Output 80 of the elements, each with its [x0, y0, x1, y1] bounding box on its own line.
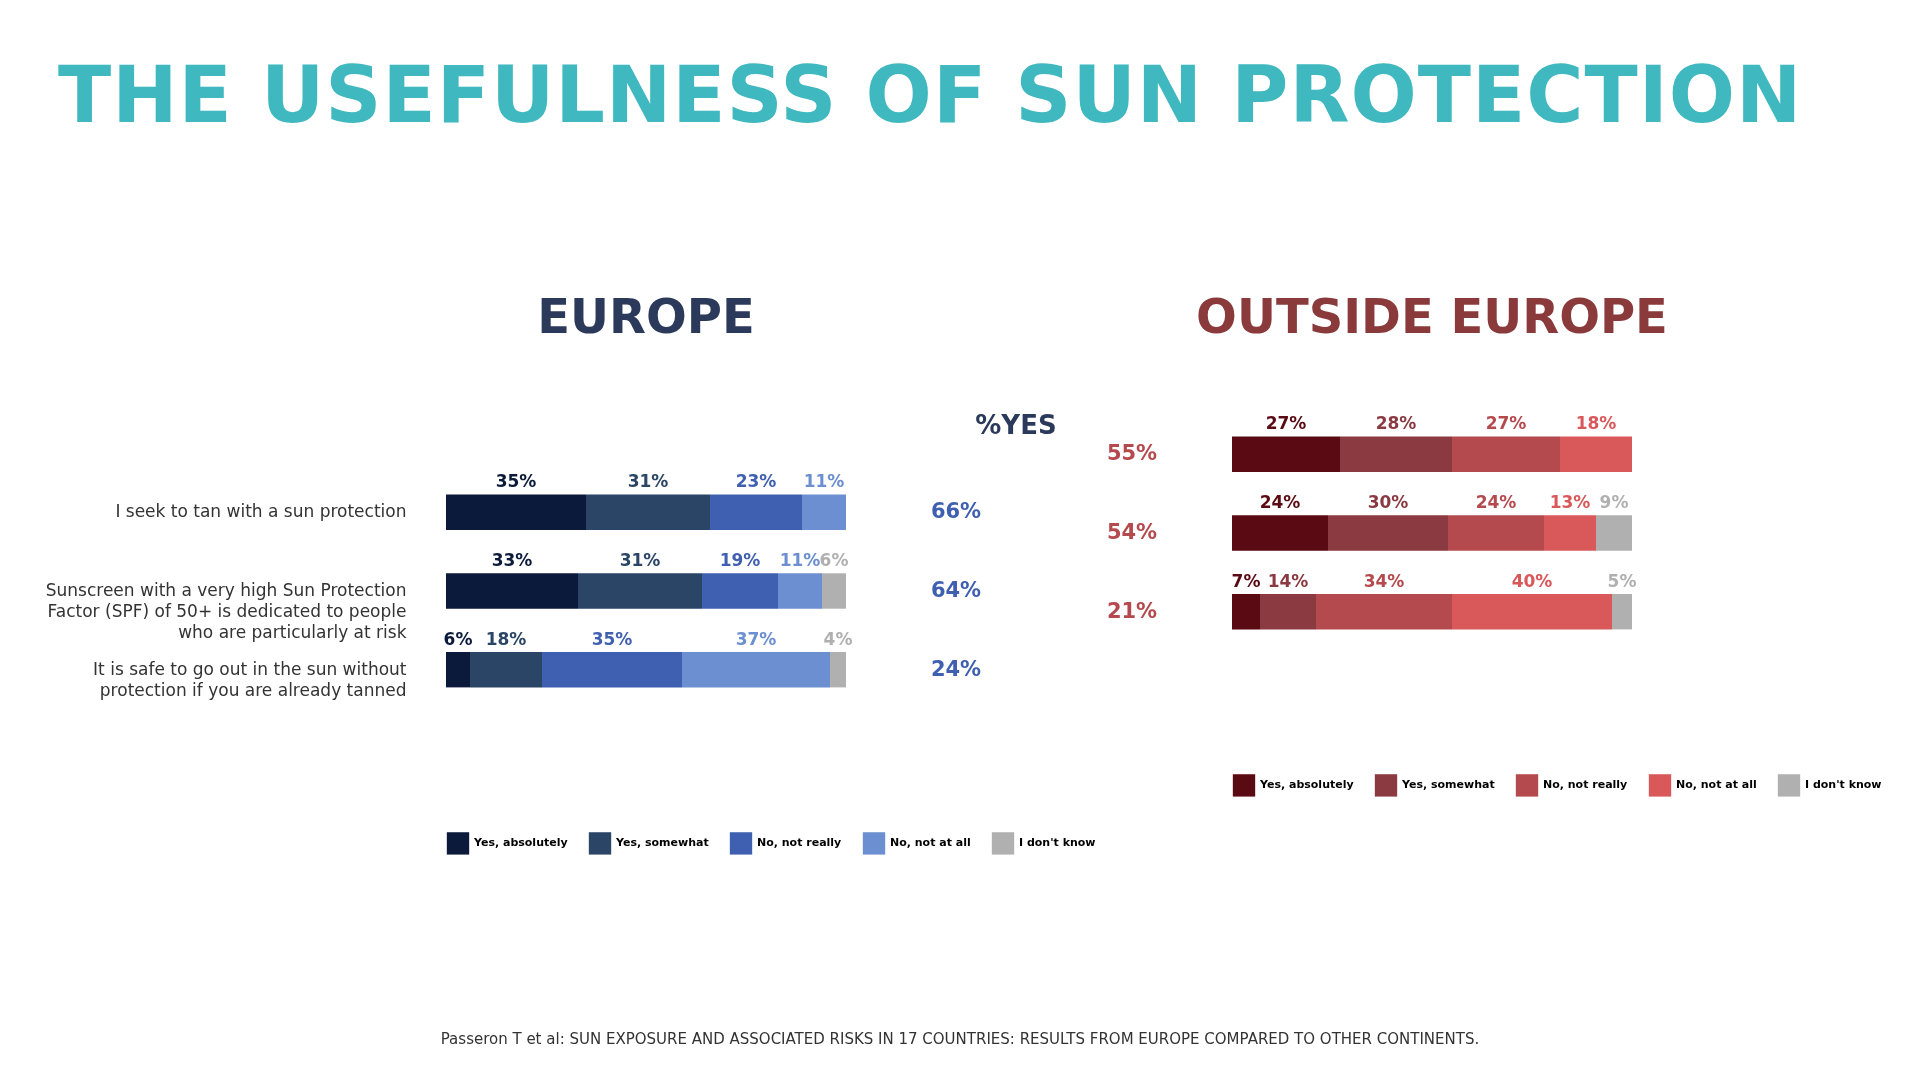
legend-label: I don't know	[1019, 836, 1096, 850]
data-label: 6%	[819, 550, 849, 570]
data-label: 31%	[627, 471, 669, 492]
data-label: 33%	[491, 550, 533, 570]
text: 54%	[1106, 520, 1158, 544]
bar	[682, 651, 830, 688]
bar	[446, 573, 578, 609]
data-label: 30%	[1367, 492, 1409, 512]
text: Passeron T et al: SUN EXPOSURE AND ASSOCIATED RISKS IN 17 COUNTRIES: RESULTS FROM EUROPE COMPARED TO OTHER CONTINENTS.	[439, 1030, 1481, 1048]
bar	[830, 651, 846, 688]
data-label: 34%	[1363, 570, 1405, 591]
bar	[542, 651, 682, 688]
data-label: 27%	[1485, 413, 1527, 434]
bar	[1260, 593, 1316, 630]
data-label: 13%	[1549, 492, 1591, 512]
data-label: 40%	[1511, 570, 1553, 591]
text: 64%	[930, 578, 982, 602]
text: 24%	[930, 656, 982, 681]
data-label: 28%	[1375, 413, 1417, 434]
text: %YES	[975, 410, 1057, 440]
bar	[1544, 515, 1596, 551]
chart-title: OUTSIDE EUROPE	[1196, 288, 1668, 344]
y-tick-label: It is safe to go out in the sun without protection if you are already tanned	[93, 658, 407, 700]
bar	[586, 494, 710, 531]
data-label: 24%	[1259, 492, 1301, 512]
bar	[1232, 515, 1328, 551]
chart-title: THE USEFULNESS OF SUN PROTECTION	[58, 50, 1804, 140]
bar	[470, 651, 542, 688]
data-label: 4%	[823, 628, 853, 649]
text: 21%	[1106, 598, 1158, 623]
bar	[1448, 515, 1544, 551]
bar	[1232, 436, 1340, 473]
bar	[446, 651, 470, 688]
bar	[1328, 515, 1448, 551]
legend-label: Yes, absolutely	[473, 836, 568, 850]
bar	[578, 573, 702, 609]
legend-label: Yes, somewhat	[615, 836, 709, 850]
data-label: 19%	[719, 550, 761, 570]
data-label: 11%	[803, 471, 845, 492]
bar	[778, 573, 822, 609]
data-label: 18%	[1575, 413, 1617, 434]
legend-label: No, not at all	[890, 836, 971, 850]
legend-label: Yes, absolutely	[1259, 778, 1354, 792]
data-label: 18%	[485, 628, 527, 649]
data-label: 6%	[443, 628, 473, 649]
bar	[446, 494, 586, 531]
bar	[702, 573, 778, 609]
bar	[1452, 436, 1560, 473]
bar	[802, 494, 846, 531]
bar	[1612, 593, 1632, 630]
data-label: 37%	[735, 628, 777, 649]
legend-label: I don't know	[1805, 778, 1882, 792]
bar	[710, 494, 802, 531]
data-label: 14%	[1267, 570, 1309, 591]
legend-label: No, not really	[1543, 778, 1628, 792]
legend-label: No, not really	[757, 836, 842, 850]
bar	[1340, 436, 1452, 473]
data-label: 27%	[1265, 413, 1307, 434]
data-label: 24%	[1475, 492, 1517, 512]
data-label: 9%	[1599, 492, 1629, 512]
data-label: 35%	[591, 628, 633, 649]
legend-label: Yes, somewhat	[1401, 778, 1495, 792]
bar	[1232, 593, 1260, 630]
text: 66%	[930, 499, 982, 524]
data-label: 5%	[1607, 570, 1637, 591]
legend-label: No, not at all	[1676, 778, 1757, 792]
data-label: 23%	[735, 471, 777, 492]
y-tick-label: I seek to tan with a sun protection	[115, 501, 407, 522]
data-label: 11%	[779, 550, 821, 570]
bar	[822, 573, 846, 609]
chart-subtitle: EUROPE	[537, 288, 755, 344]
y-tick-label: Sunscreen with a very high Sun Protection Factor (SPF) of 50+ is dedicated to people who are particularly at risk	[45, 580, 407, 642]
bar	[1452, 593, 1612, 630]
text: 55%	[1106, 441, 1158, 466]
bar	[1560, 436, 1632, 473]
data-label: 35%	[495, 471, 537, 492]
data-label: 7%	[1231, 570, 1261, 591]
data-label: 31%	[619, 550, 661, 570]
bar	[1596, 515, 1632, 551]
bar	[1316, 593, 1452, 630]
